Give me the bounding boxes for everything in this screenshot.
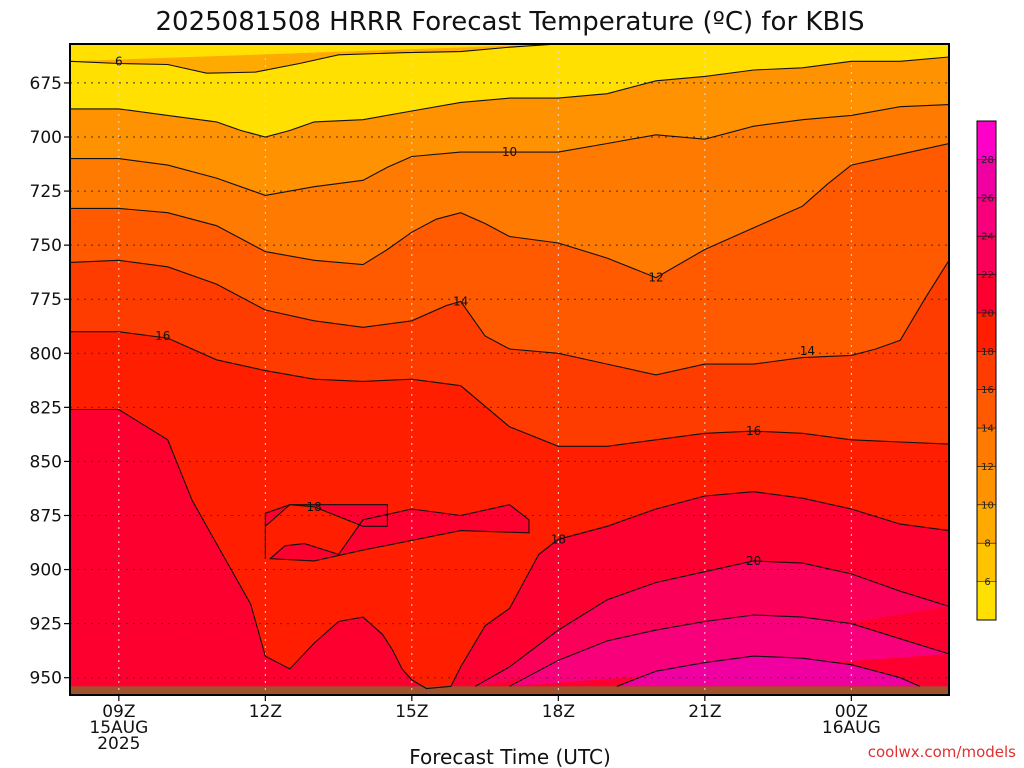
y-tick-label: 700 <box>30 128 62 148</box>
colorbar-swatch <box>977 351 996 390</box>
y-tick-label: 775 <box>30 290 62 310</box>
contour-label: 14 <box>453 294 468 308</box>
contour-label: 16 <box>155 329 170 343</box>
contour-line-20-9 <box>475 560 949 687</box>
fill-band-22 <box>509 615 949 687</box>
colorbar-swatch <box>977 581 996 620</box>
colorbar-label: 22 <box>981 270 994 281</box>
plot-area <box>70 44 949 695</box>
x-tick-label: 00Z <box>835 702 868 722</box>
y-tick-label: 950 <box>30 669 62 689</box>
contour-line-18-7 <box>268 504 530 562</box>
colorbar-label: 20 <box>981 308 994 319</box>
colorbar-swatch <box>977 389 996 429</box>
y-tick-label: 875 <box>30 506 62 526</box>
contour-label: 12 <box>648 271 663 285</box>
colorbar-swatch <box>977 197 996 237</box>
colorbar-label: 6 <box>984 577 990 588</box>
y-tick-label: 725 <box>30 182 62 202</box>
y-tick-label: 925 <box>30 615 62 635</box>
contour-line-12-3 <box>70 142 949 279</box>
contour-line-24-11 <box>616 655 920 687</box>
contour-label: 18 <box>307 500 322 514</box>
x-tick-label: 16AUG <box>822 718 881 738</box>
chart-title: 2025081508 HRRR Forecast Temperature (ºC… <box>156 7 865 37</box>
contour-label: 16 <box>746 424 761 438</box>
contour-label: 20 <box>746 554 761 568</box>
colorbar-swatch <box>977 466 996 505</box>
colorbar-swatch <box>977 274 996 313</box>
colorbar-label: 8 <box>984 539 990 550</box>
credit-text: coolwx.com/models <box>868 743 1016 761</box>
colorbar-label: 16 <box>981 385 994 396</box>
fill-band-24 <box>616 656 920 687</box>
x-tick-label: 18Z <box>542 702 575 722</box>
contour-lines <box>70 44 949 690</box>
x-tick-label: 2025 <box>97 734 140 754</box>
x-tick-label: 09Z <box>102 702 135 722</box>
contour-line-16-5 <box>70 331 949 447</box>
colorbar-swatch <box>977 428 996 467</box>
colorbar-label: 28 <box>981 155 994 166</box>
contour-label: 10 <box>502 145 517 159</box>
contour-label: 14 <box>800 344 815 358</box>
colorbar-label: 14 <box>981 424 994 435</box>
colorbar-label: 24 <box>981 232 994 243</box>
y-tick-label: 750 <box>30 236 62 256</box>
fill-band-6 <box>70 44 559 74</box>
contour-line-18-6 <box>70 408 949 690</box>
colorbar-swatch <box>977 121 996 160</box>
colorbar-swatch <box>977 504 996 544</box>
colorbar-label: 18 <box>981 347 994 358</box>
x-tick-label: 21Z <box>688 702 721 722</box>
y-tick-label: 675 <box>30 74 62 94</box>
colorbar-label: 12 <box>981 462 994 473</box>
colorbar: 6 8 10 12 14 16 18 20 22 24 26 28 <box>976 120 997 621</box>
contour-line-18-8 <box>264 504 388 559</box>
x-tick-label: 15AUG <box>89 718 148 738</box>
colorbar-swatch <box>977 159 996 198</box>
colorbar-swatch <box>977 543 996 582</box>
contour-labels: 6 10 12 14 14 16 16 18 18 20 <box>115 54 815 568</box>
colorbar-label: 26 <box>981 193 994 204</box>
contour-line-8-1 <box>70 56 949 138</box>
y-tick-label: 850 <box>30 452 62 472</box>
fill-pocket-18-7 <box>270 504 529 561</box>
x-axis-label: Forecast Time (UTC) <box>409 745 611 768</box>
y-axis: 675 700 725 750 775 800 825 850 875 900 925 950 <box>30 74 70 689</box>
contour-label: 6 <box>115 54 123 68</box>
fill-pocket-18-8 <box>265 504 388 559</box>
contour-line-10-2 <box>70 104 949 196</box>
y-tick-label: 900 <box>30 561 62 581</box>
contour-line-6-0 <box>70 44 559 74</box>
y-tick-label: 825 <box>30 398 62 418</box>
x-tick-label: 15Z <box>395 702 428 722</box>
colorbar-swatch <box>977 312 996 352</box>
contour-line-22-10 <box>509 614 949 687</box>
contour-label: 18 <box>551 532 566 546</box>
x-tick-label: 12Z <box>249 702 282 722</box>
y-tick-label: 800 <box>30 344 62 364</box>
colorbar-label: 10 <box>981 500 994 511</box>
contour-line-14-4 <box>70 259 949 376</box>
colorbar-swatch <box>977 236 996 275</box>
plot-frame <box>69 43 950 696</box>
ground-surface <box>70 686 949 695</box>
colorbar-frame <box>976 120 997 621</box>
